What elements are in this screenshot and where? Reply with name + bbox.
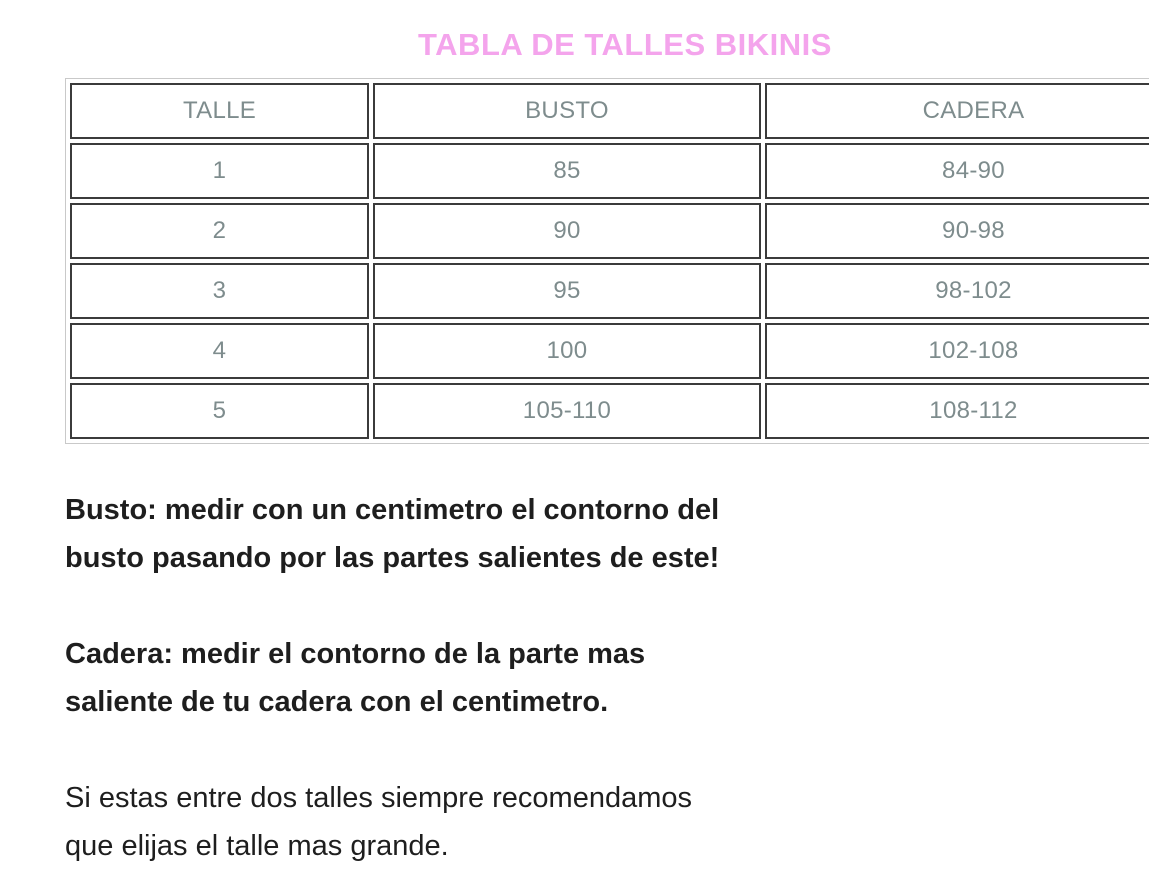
page-title-wrap: TABLA DE TALLES BIKINIS	[65, 0, 1170, 63]
note-line: que elijas el talle mas grande.	[65, 830, 449, 862]
column-header-busto: BUSTO	[373, 83, 761, 139]
note-line: Si estas entre dos talles siempre recome…	[65, 782, 693, 814]
page-title: TABLA DE TALLES BIKINIS	[418, 27, 832, 62]
cadera-measurement-note: Cadera: medir el contorno de la parte ma…	[65, 630, 965, 726]
cell-busto: 100	[373, 323, 761, 379]
cell-talle: 4	[70, 323, 369, 379]
cell-cadera: 102-108	[765, 323, 1149, 379]
column-header-talle: TALLE	[70, 83, 369, 139]
table-row: 4 100 102-108	[70, 323, 1149, 379]
cell-talle: 5	[70, 383, 369, 439]
table-row: 5 105-110 108-112	[70, 383, 1149, 439]
column-header-cadera: CADERA	[765, 83, 1149, 139]
cell-busto: 90	[373, 203, 761, 259]
cell-talle: 3	[70, 263, 369, 319]
cell-cadera: 98-102	[765, 263, 1149, 319]
table-header-row: TALLE BUSTO CADERA	[70, 83, 1149, 139]
cell-talle: 1	[70, 143, 369, 199]
busto-measurement-note: Busto: medir con un centimetro el contor…	[65, 486, 965, 582]
cell-cadera: 90-98	[765, 203, 1149, 259]
size-guide-page: TABLA DE TALLES BIKINIS TALLE BUSTO CADE…	[65, 0, 1170, 870]
cell-talle: 2	[70, 203, 369, 259]
cell-cadera: 108-112	[765, 383, 1149, 439]
size-chart-table-clip: TALLE BUSTO CADERA 1 85 84-90 2 90 90-98…	[65, 78, 1149, 444]
note-line: busto pasando por las partes salientes d…	[65, 542, 720, 574]
size-advice-note: Si estas entre dos talles siempre recome…	[65, 774, 965, 870]
cell-busto: 105-110	[373, 383, 761, 439]
note-line: Cadera: medir el contorno de la parte ma…	[65, 638, 646, 670]
cell-cadera: 84-90	[765, 143, 1149, 199]
size-chart-table: TALLE BUSTO CADERA 1 85 84-90 2 90 90-98…	[65, 78, 1149, 444]
table-row: 1 85 84-90	[70, 143, 1149, 199]
note-line: Busto: medir con un centimetro el contor…	[65, 494, 720, 526]
note-line: saliente de tu cadera con el centimetro.	[65, 686, 609, 718]
cell-busto: 85	[373, 143, 761, 199]
table-row: 2 90 90-98	[70, 203, 1149, 259]
table-row: 3 95 98-102	[70, 263, 1149, 319]
cell-busto: 95	[373, 263, 761, 319]
